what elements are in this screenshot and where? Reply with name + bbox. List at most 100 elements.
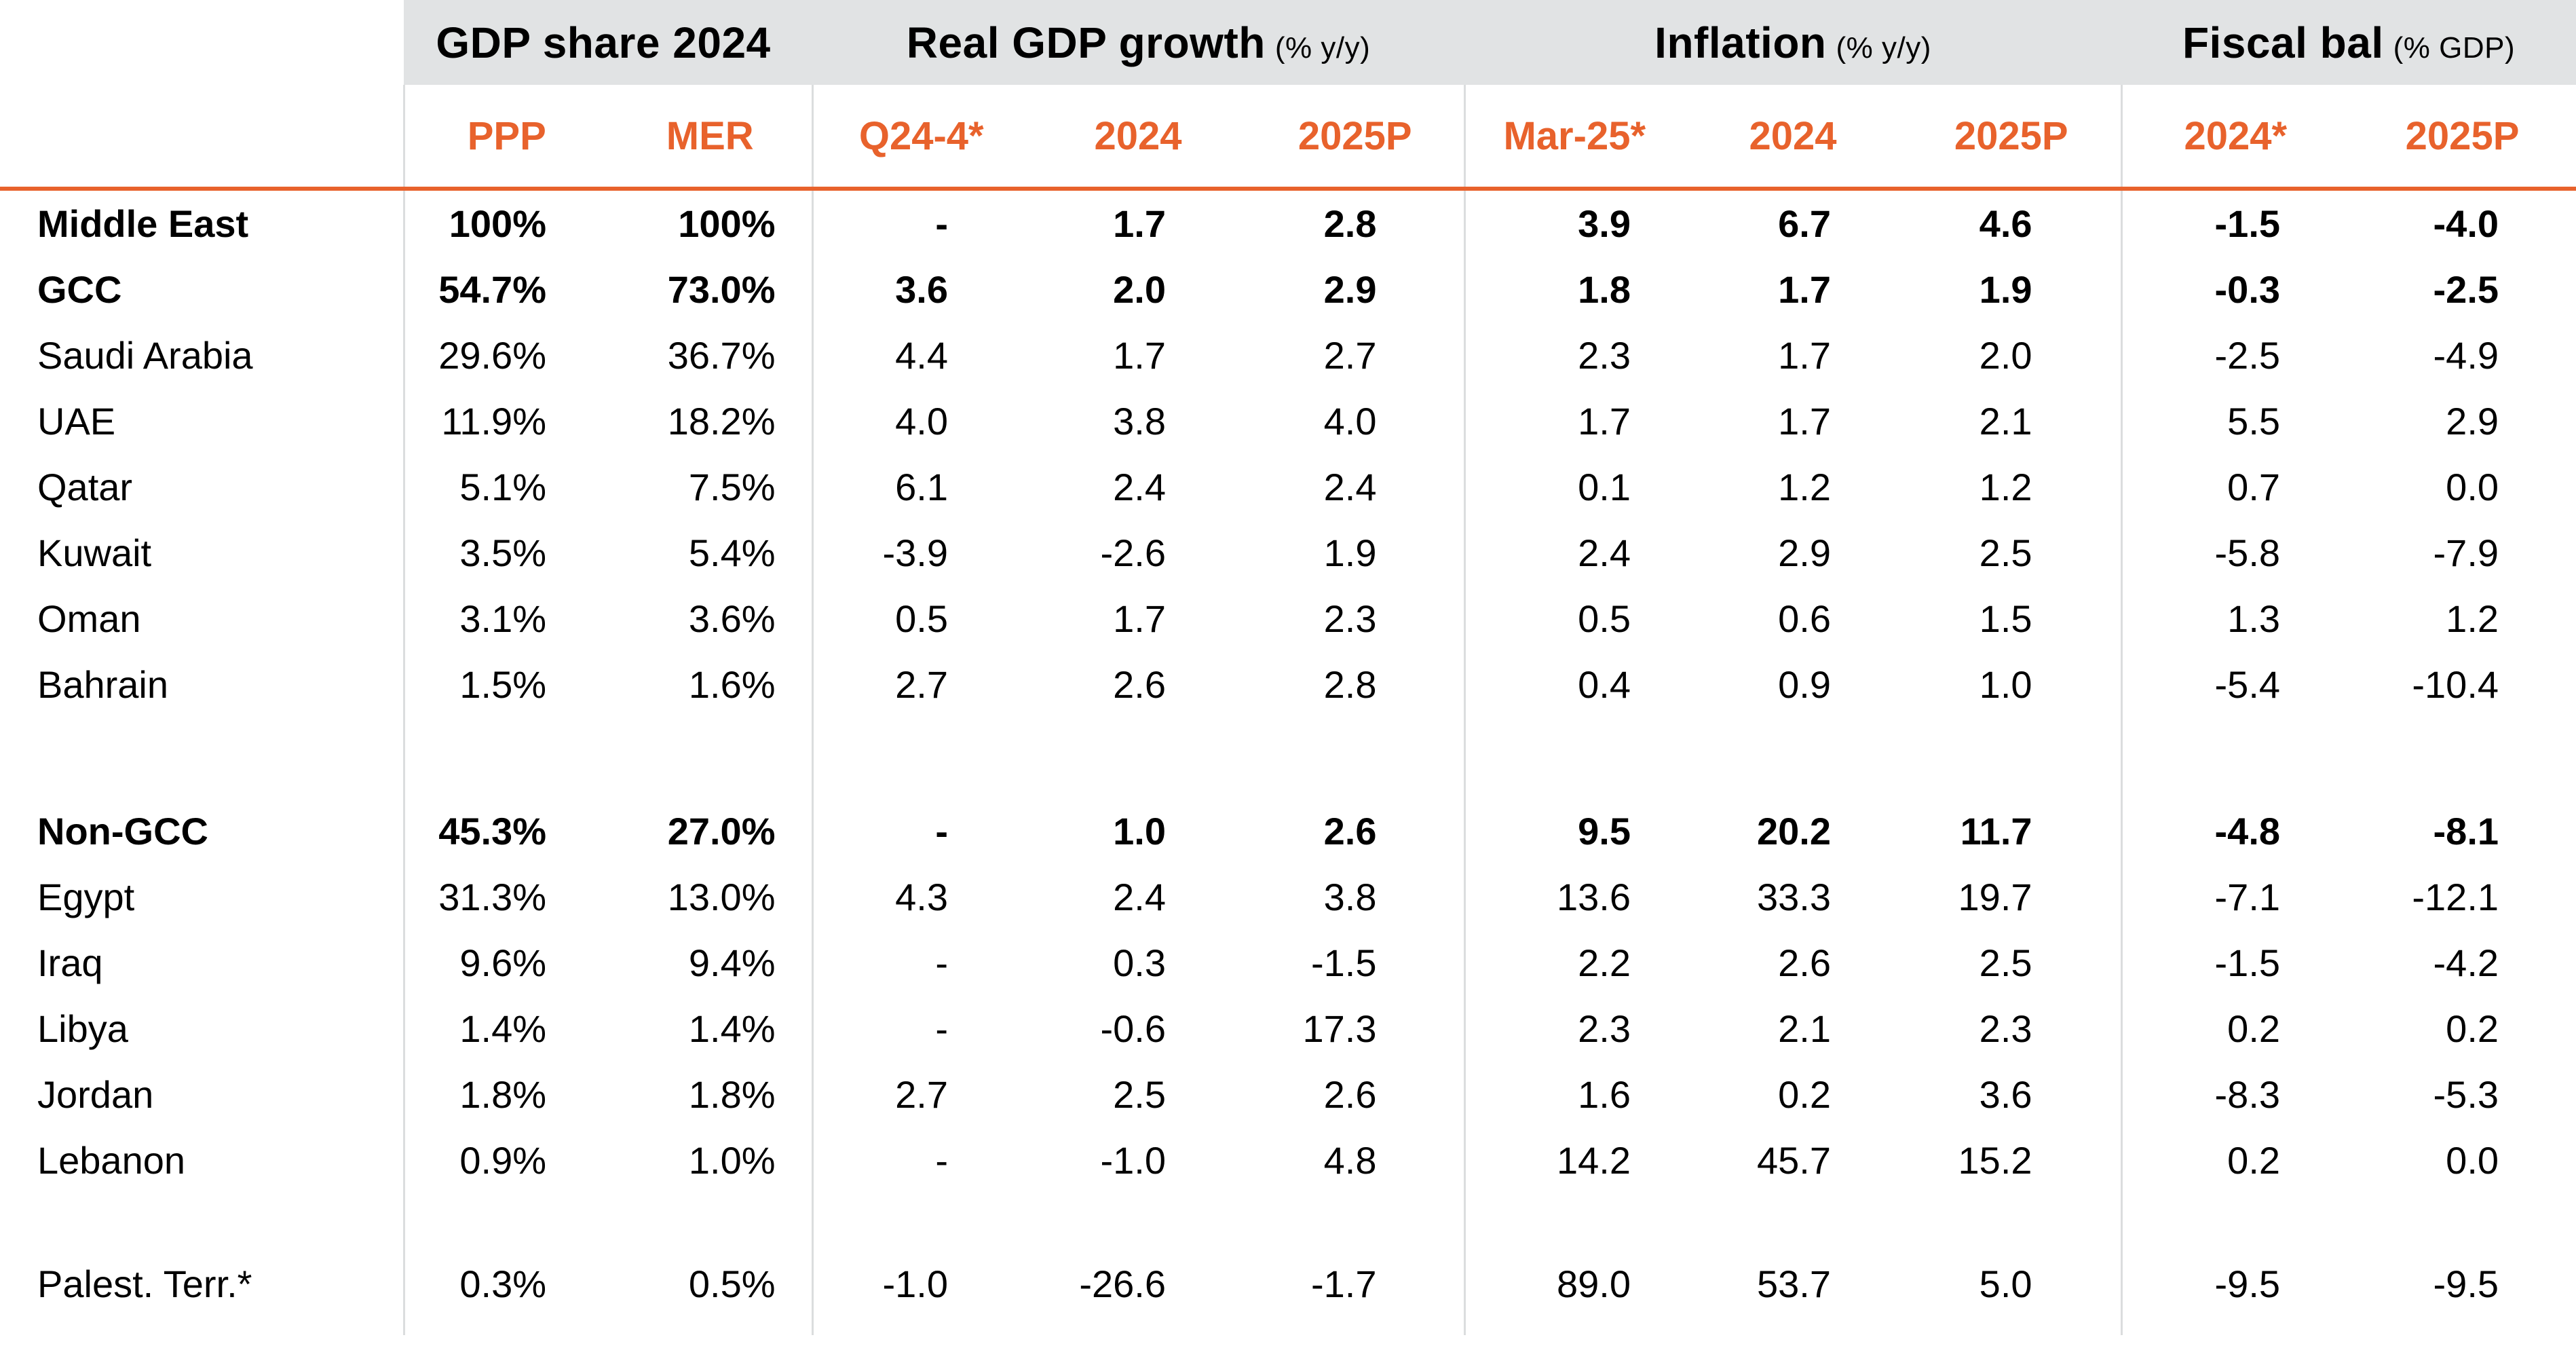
value-cell: 53.7 bbox=[1757, 1263, 1832, 1305]
value-cell: 1.4% bbox=[609, 996, 814, 1062]
value-cell: 1.8 bbox=[1578, 268, 1631, 311]
value-cell: 2.9 bbox=[1778, 531, 1832, 574]
value-cell: 45.7 bbox=[1757, 1139, 1832, 1182]
value-cell: -1.7 bbox=[1247, 1251, 1466, 1317]
value-cell: 1.7 bbox=[1778, 268, 1832, 311]
spacer-cell bbox=[404, 1317, 609, 1335]
value-cell: 0.6 bbox=[1778, 597, 1832, 640]
row-label: Lebanon bbox=[0, 1127, 405, 1193]
col-header-fiscal-2024: 2024* bbox=[2121, 85, 2349, 191]
table-row: Oman 3.1% 3.6% 0.5 1.7 2.3 0.5 0.6 1.5 1.3 1.2 bbox=[0, 586, 2576, 652]
value-cell: 2.3 bbox=[1578, 334, 1631, 377]
value-cell: 1.8% bbox=[609, 1062, 814, 1127]
value-cell: 11.7 bbox=[1902, 798, 2123, 864]
value-cell: 1.7 bbox=[1113, 202, 1166, 245]
value-cell: 2.8 bbox=[1247, 652, 1466, 717]
value-cell: -1.5 bbox=[2214, 941, 2281, 984]
sub-header-row: PPP MER Q24-4* 2024 2025P Mar-25* 2024 2… bbox=[0, 85, 2576, 191]
row-label: Jordan bbox=[0, 1062, 405, 1127]
value-cell: 2.0 bbox=[1902, 322, 2123, 388]
spacer-cell bbox=[2349, 717, 2576, 798]
row-label: Bahrain bbox=[0, 652, 405, 717]
value-cell: 2.3 bbox=[1247, 586, 1466, 652]
value-cell: 2.0 bbox=[1113, 268, 1166, 311]
col-header-q24-4: Q24-4* bbox=[812, 85, 1029, 191]
value-cell: -12.1 bbox=[2412, 876, 2499, 918]
value-cell: 2.7 bbox=[895, 1073, 948, 1116]
value-cell: 73.0% bbox=[609, 257, 814, 322]
table-row: Kuwait 3.5% 5.4% -3.9 -2.6 1.9 2.4 2.9 2.5 -5.8 -7… bbox=[0, 520, 2576, 586]
value-cell: 2.6 bbox=[1778, 941, 1832, 984]
table-row: Saudi Arabia 29.6% 36.7% 4.4 1.7 2.7 2.3 1.7 2.0… bbox=[0, 322, 2576, 388]
row-label: GCC bbox=[0, 257, 405, 322]
value-cell: 0.5 bbox=[895, 597, 948, 640]
value-cell: -4.2 bbox=[2433, 941, 2499, 984]
value-cell: 2.1 bbox=[1902, 388, 2123, 454]
value-cell: 0.7 bbox=[2227, 466, 2281, 508]
value-cell: 1.5% bbox=[459, 663, 546, 706]
table-body: Middle East 100% 100% -1.7 2.8 3.9 6.7 4.6 -1.5-… bbox=[0, 189, 2576, 1335]
value-cell: 2.9 bbox=[2446, 400, 2499, 443]
spacer-cell bbox=[1247, 1193, 1466, 1251]
spacer-cell bbox=[2121, 717, 2349, 798]
table-row: Middle East 100% 100% - 1.7 2.8 3.9 6.7 4.6 -1.5 -… bbox=[0, 189, 2576, 257]
value-cell: 36.7% bbox=[609, 322, 814, 388]
spacer-cell bbox=[0, 1193, 405, 1251]
col-header-growth-2024: 2024 bbox=[1029, 85, 1247, 191]
value-cell: -9.5 bbox=[2214, 1263, 2281, 1305]
spacer-row bbox=[0, 1193, 2576, 1251]
group-header-row: GDP share 2024 Real GDP growth (% y/y) In… bbox=[0, 0, 2576, 85]
value-cell: 0.2 bbox=[2446, 1007, 2499, 1050]
value-cell: -0.6 bbox=[1100, 1007, 1167, 1050]
value-cell: -8.1 bbox=[2433, 810, 2499, 853]
value-cell: -1.5 bbox=[1247, 930, 1466, 996]
spacer-cell bbox=[1902, 717, 2123, 798]
value-cell: -1.0 bbox=[882, 1263, 949, 1305]
value-cell: 4.0 bbox=[1247, 388, 1466, 454]
spacer-cell bbox=[2349, 1317, 2576, 1335]
row-label: Palest. Terr.* bbox=[0, 1251, 405, 1317]
value-cell: 6.1 bbox=[895, 466, 948, 508]
value-cell: 5.1% bbox=[459, 466, 546, 508]
value-cell: 3.6 bbox=[895, 268, 948, 311]
value-cell: 1.7 bbox=[1578, 400, 1631, 443]
value-cell: 1.0 bbox=[1113, 810, 1166, 853]
value-cell: 3.5% bbox=[459, 531, 546, 574]
row-label: Libya bbox=[0, 996, 405, 1062]
value-cell: 2.6 bbox=[1247, 1062, 1466, 1127]
value-cell: -2.5 bbox=[2214, 334, 2281, 377]
spacer-cell bbox=[1684, 1193, 1902, 1251]
col-header-mer: MER bbox=[609, 85, 814, 191]
value-cell: 1.2 bbox=[1902, 454, 2123, 520]
col-header-growth-2025p: 2025P bbox=[1247, 85, 1466, 191]
spacer-cell bbox=[812, 717, 1029, 798]
value-cell: 5.0 bbox=[1902, 1251, 2123, 1317]
value-cell: 1.2 bbox=[2446, 597, 2499, 640]
spacer-cell bbox=[1247, 1317, 1466, 1335]
spacer-cell bbox=[1464, 717, 1684, 798]
row-label: Oman bbox=[0, 586, 405, 652]
value-cell: 2.2 bbox=[1578, 941, 1631, 984]
group-title: Inflation bbox=[1654, 18, 1827, 67]
value-cell: 4.8 bbox=[1247, 1127, 1466, 1193]
spacer-cell bbox=[2121, 1317, 2349, 1335]
value-cell: 19.7 bbox=[1902, 864, 2123, 930]
value-cell: -3.9 bbox=[882, 531, 949, 574]
row-label: UAE bbox=[0, 388, 405, 454]
value-cell: 0.5% bbox=[609, 1251, 814, 1317]
table-row: Non-GCC 45.3% 27.0% - 1.0 2.6 9.5 20.2 11.7 -4.8 -… bbox=[0, 798, 2576, 864]
value-cell: 0.0 bbox=[2446, 1139, 2499, 1182]
spacer-cell bbox=[1247, 717, 1466, 798]
value-cell: 17.3 bbox=[1247, 996, 1466, 1062]
spacer-cell bbox=[1902, 1317, 2123, 1335]
value-cell: 1.0% bbox=[609, 1127, 814, 1193]
value-cell: 3.8 bbox=[1247, 864, 1466, 930]
value-cell: 1.9 bbox=[1247, 520, 1466, 586]
table-row: Palest. Terr.* 0.3% 0.5% -1.0 -26.6 -1.7 89.0 5… bbox=[0, 1251, 2576, 1317]
table-row: GCC 54.7% 73.0% 3.6 2.0 2.9 1.8 1.7 1.9 -0.3 -2.5 bbox=[0, 257, 2576, 322]
value-cell: 0.1 bbox=[1578, 466, 1631, 508]
value-cell: -1.5 bbox=[2214, 202, 2281, 245]
value-cell: -2.5 bbox=[2433, 268, 2499, 311]
value-cell: 3.6 bbox=[1902, 1062, 2123, 1127]
